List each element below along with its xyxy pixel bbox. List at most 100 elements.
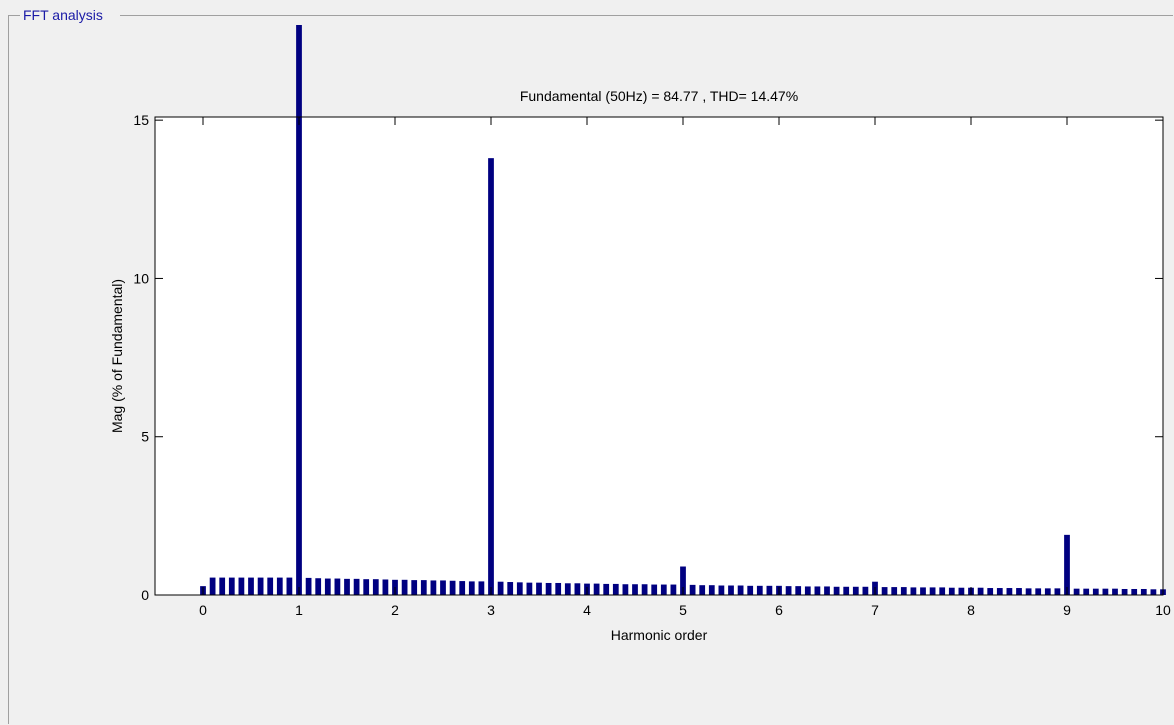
x-tick-label: 0 [199, 602, 207, 618]
bar [603, 583, 610, 595]
bar [1131, 588, 1138, 595]
bar [996, 588, 1003, 595]
bar [689, 584, 696, 595]
y-tick-label: 15 [133, 112, 149, 128]
bar [401, 579, 408, 595]
bar [468, 581, 475, 595]
panel-border [8, 15, 1173, 724]
bar [632, 584, 638, 595]
bar [728, 585, 734, 595]
x-axis-label: Harmonic order [611, 627, 708, 643]
bar [680, 566, 686, 595]
bar [315, 578, 322, 595]
bar [977, 587, 984, 595]
bar [651, 584, 658, 595]
bar [1121, 588, 1128, 595]
bar [1102, 588, 1109, 595]
x-tick-label: 1 [295, 602, 303, 618]
bar [248, 577, 254, 595]
bar [1016, 588, 1022, 595]
bar [257, 577, 264, 595]
plot: 0 1 2 3 4 5 6 7 8 9 10 0 5 10 15 Fundamental (50Hz) = 8… [109, 25, 1171, 643]
bar [958, 587, 965, 595]
bar [430, 580, 437, 595]
bar [478, 581, 485, 595]
chart-title: Fundamental (50Hz) = 84.77 , THD= 14.47% [520, 88, 798, 104]
bar [766, 585, 773, 595]
bar [804, 586, 811, 595]
bar [334, 578, 341, 595]
bar [353, 578, 360, 595]
bar [920, 587, 926, 595]
bar [756, 585, 763, 595]
bar [699, 585, 706, 595]
x-tick-label: 8 [967, 602, 975, 618]
y-axis-label: Mag (% of Fundamental) [109, 279, 125, 433]
bar [1044, 588, 1051, 595]
bar [545, 582, 552, 595]
bar [939, 587, 946, 595]
bar [833, 586, 840, 595]
bar [411, 580, 418, 595]
bar [363, 579, 370, 595]
bar [852, 586, 859, 595]
bar [670, 584, 677, 595]
bar [814, 586, 821, 595]
bar [507, 582, 514, 595]
bar [420, 580, 427, 595]
bar [574, 583, 581, 595]
bar [910, 587, 917, 595]
bar [622, 584, 629, 595]
x-tick-label: 6 [775, 602, 783, 618]
x-tick-label: 4 [583, 602, 591, 618]
bar [526, 582, 533, 595]
bar [267, 577, 274, 595]
bar [785, 586, 792, 595]
panel-title: FFT analysis [23, 7, 103, 23]
bar [660, 584, 667, 595]
bar [305, 577, 312, 595]
y-tick-label: 5 [141, 429, 149, 445]
bar [737, 585, 744, 595]
bar [1054, 588, 1061, 595]
bar [891, 587, 898, 595]
bar [382, 579, 389, 595]
bar [1150, 589, 1157, 595]
bar [209, 577, 216, 595]
x-tick-label: 9 [1063, 602, 1071, 618]
bar [440, 580, 446, 595]
bars [200, 25, 1166, 595]
bar [708, 585, 715, 595]
bar [747, 585, 754, 595]
bar [228, 577, 235, 595]
bar [536, 582, 542, 595]
bar [238, 577, 245, 595]
bar [1064, 534, 1070, 595]
bar [929, 587, 936, 595]
bar [449, 580, 456, 595]
bar [488, 158, 494, 595]
bar [1025, 588, 1032, 595]
bar [824, 586, 830, 595]
bar [497, 581, 504, 595]
bar [1035, 588, 1042, 595]
bar [555, 582, 562, 595]
x-tick-label: 2 [391, 602, 399, 618]
x-tick-label: 5 [679, 602, 687, 618]
bar [987, 588, 994, 595]
bar [948, 587, 955, 595]
bar [612, 583, 619, 595]
bar [881, 587, 888, 595]
bar [862, 586, 869, 595]
bar [564, 583, 571, 595]
bar [843, 586, 850, 595]
bar [276, 577, 283, 595]
bar [1092, 588, 1099, 595]
bar [1083, 588, 1090, 595]
bar [516, 582, 523, 595]
x-tick-label: 10 [1155, 602, 1171, 618]
axes-box [154, 116, 1164, 596]
bar [641, 584, 648, 595]
y-tick-label: 0 [141, 587, 149, 603]
